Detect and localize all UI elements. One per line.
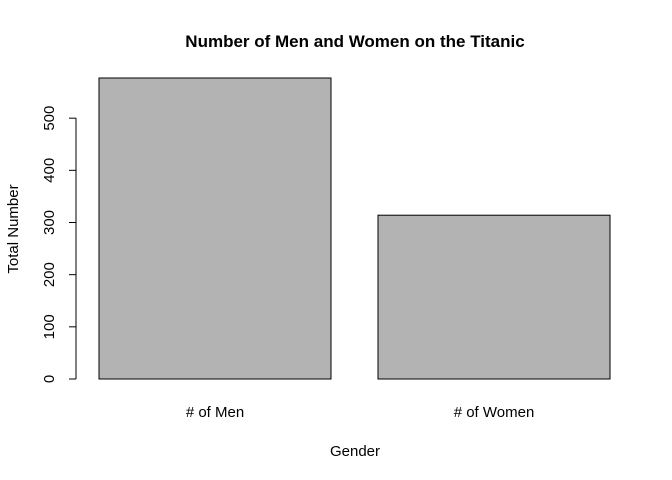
y-axis: 0 100 200 300 400 500 [41,106,77,383]
y-axis-label: Total Number [5,184,22,273]
y-tick-label: 100 [41,314,58,339]
bars-group [98,77,611,380]
x-axis-label: Gender [330,443,380,460]
x-tick-label: # of Women [454,404,535,421]
y-tick-label: 0 [41,375,58,383]
y-tick-label: 400 [41,158,58,183]
bar [98,77,332,380]
y-tick-label: 500 [41,106,58,131]
x-tick-labels: # of Men # of Women [186,404,534,421]
y-tick-label: 200 [41,262,58,287]
y-tick-label: 300 [41,210,58,235]
bar [377,214,611,380]
x-tick-label: # of Men [186,404,244,421]
chart-title: Number of Men and Women on the Titanic [185,32,524,51]
